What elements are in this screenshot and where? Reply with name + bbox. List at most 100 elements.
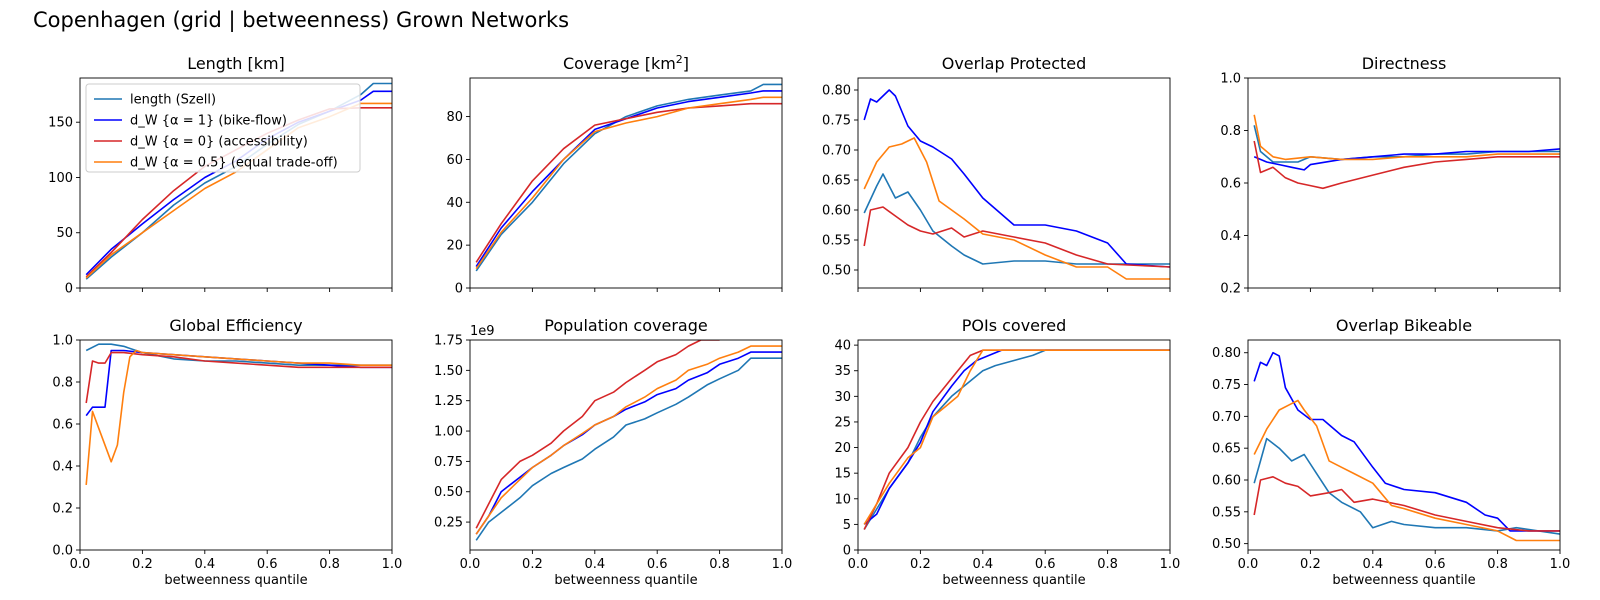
series-line-szell xyxy=(863,173,1170,265)
panel-title-text: Length [km] xyxy=(187,54,285,73)
panel-7: POIs covered 0 5 10 15 20 25 30 35 40 0.0 0.2 0.4 0.6… xyxy=(834,316,1180,588)
series-line-bike xyxy=(863,89,1170,268)
y-tick-label: 0.80 xyxy=(822,84,851,99)
y-tick-label: 0.60 xyxy=(822,204,851,219)
series-line-bike xyxy=(1253,148,1560,171)
panel-3: Overlap Protected 0.50 0.55 0.60 0.65 0.70 0.7… xyxy=(822,54,1171,292)
series-line-szell xyxy=(863,349,1170,530)
y-tick-label: 0.75 xyxy=(1212,378,1241,393)
y-tick-label: 0.2 xyxy=(1220,282,1241,297)
series-group xyxy=(85,343,392,485)
legend-label-eq: d_W {α = 0.5} (equal trade-off) xyxy=(130,156,338,171)
series-line-szell xyxy=(1253,437,1560,535)
series-line-eq xyxy=(475,96,782,270)
series-line-bike xyxy=(863,349,1170,526)
y-tick-label: 20 xyxy=(834,441,851,456)
x-tick-label: 0.8 xyxy=(319,557,340,572)
y-tick-label: 60 xyxy=(446,153,463,168)
panel-title: Directness xyxy=(1362,54,1447,73)
panel-6: Population coverage 0.25 0.50 0.75 1.00 1.25 1… xyxy=(434,316,792,588)
x-tick-label: 0.0 xyxy=(460,557,481,572)
y-tick-label: 0.65 xyxy=(822,174,851,189)
series-line-acc xyxy=(1253,140,1560,190)
x-tick-label: 0.8 xyxy=(709,557,730,572)
series-line-bike xyxy=(475,90,782,268)
x-tick-label: 0.6 xyxy=(257,557,278,572)
figure-title: Copenhagen (grid | betweenness) Grown Ne… xyxy=(33,8,569,33)
panel-5: Global Efficiency 0.0 0.2 0.4 0.6 0.8 1.0 0.0 0.… xyxy=(52,316,402,588)
series-line-acc xyxy=(863,349,1170,530)
x-tick-label: 0.2 xyxy=(522,557,543,572)
legend-label-acc: d_W {α = 0} (accessibility) xyxy=(130,135,308,150)
panel-title-text: Overlap Protected xyxy=(942,54,1087,73)
series-line-eq xyxy=(475,345,782,535)
y-tick-label: 0.50 xyxy=(1212,537,1241,552)
x-tick-label: 0.0 xyxy=(848,557,869,572)
y-tick-label: 1.0 xyxy=(1220,72,1241,87)
x-tick-label: 0.8 xyxy=(1487,557,1508,572)
x-axis-label: betweenness quantile xyxy=(942,573,1085,588)
y-tick-label: 0.75 xyxy=(434,455,463,470)
y-tick-label: 0 xyxy=(843,544,851,559)
y-tick-label: 0 xyxy=(65,282,73,297)
y-tick-label: 0.65 xyxy=(1212,442,1241,457)
y-tick-label: 0.75 xyxy=(822,114,851,129)
series-line-szell xyxy=(475,83,782,272)
y-tick-label: 1.00 xyxy=(434,425,463,440)
panel-title-text: Directness xyxy=(1362,54,1447,73)
y-tick-label: 0.2 xyxy=(52,502,73,517)
x-tick-label: 0.4 xyxy=(972,557,993,572)
panel-title: Coverage [km2] xyxy=(563,53,689,73)
series-line-eq xyxy=(863,137,1170,280)
y-tick-label: 0.50 xyxy=(822,264,851,279)
y-tick-label: 0.70 xyxy=(822,144,851,159)
x-tick-label: 0.2 xyxy=(910,557,931,572)
series-group xyxy=(863,89,1170,280)
y-tick-label: 1.25 xyxy=(434,394,463,409)
panel-title: Population coverage xyxy=(544,316,707,335)
y-tick-label: 35 xyxy=(834,364,851,379)
x-tick-label: 0.2 xyxy=(132,557,153,572)
y-tick-label: 15 xyxy=(834,467,851,482)
x-tick-label: 0.6 xyxy=(1035,557,1056,572)
x-axis-label: betweenness quantile xyxy=(164,573,307,588)
panel-title: Overlap Bikeable xyxy=(1336,316,1472,335)
panel-4: Directness 0.2 0.4 0.6 0.8 1.0 xyxy=(1220,54,1561,297)
y-tick-label: 10 xyxy=(834,492,851,507)
y-tick-label: 20 xyxy=(446,239,463,254)
y-tick-label: 1.0 xyxy=(52,334,73,349)
series-line-acc xyxy=(85,351,392,404)
y-tick-label: 0.50 xyxy=(434,485,463,500)
y-tick-label: 5 xyxy=(843,518,851,533)
x-tick-label: 0.6 xyxy=(1425,557,1446,572)
legend: length (Szell) d_W {α = 1} (bike-flow) d_W… xyxy=(85,83,361,173)
series-line-acc xyxy=(863,206,1170,268)
panel-title: Global Efficiency xyxy=(169,316,302,335)
legend-box xyxy=(85,83,361,173)
x-tick-label: 0.6 xyxy=(647,557,668,572)
y-tick-label: 40 xyxy=(446,196,463,211)
x-tick-label: 0.0 xyxy=(1238,557,1259,572)
y-tick-label: 0.0 xyxy=(52,544,73,559)
series-group xyxy=(1253,114,1560,190)
series-group xyxy=(475,340,782,541)
x-tick-label: 0.4 xyxy=(1362,557,1383,572)
x-tick-label: 0.2 xyxy=(1300,557,1321,572)
x-tick-label: 0.0 xyxy=(70,557,91,572)
y-tick-label: 0.25 xyxy=(434,516,463,531)
y-tick-label: 0.8 xyxy=(1220,124,1241,139)
series-line-bike xyxy=(1253,351,1560,532)
x-tick-label: 1.0 xyxy=(1550,557,1571,572)
panel-title-text: Global Efficiency xyxy=(169,316,302,335)
panel-title: POIs covered xyxy=(962,316,1067,335)
y-tick-label: 30 xyxy=(834,390,851,405)
series-line-eq xyxy=(863,349,1170,525)
y-tick-label: 50 xyxy=(56,226,73,241)
series-line-eq xyxy=(1253,114,1560,161)
x-axis-label: betweenness quantile xyxy=(554,573,697,588)
series-group xyxy=(1253,351,1560,542)
axes-frame xyxy=(1247,339,1561,551)
y-tick-label: 40 xyxy=(834,339,851,354)
